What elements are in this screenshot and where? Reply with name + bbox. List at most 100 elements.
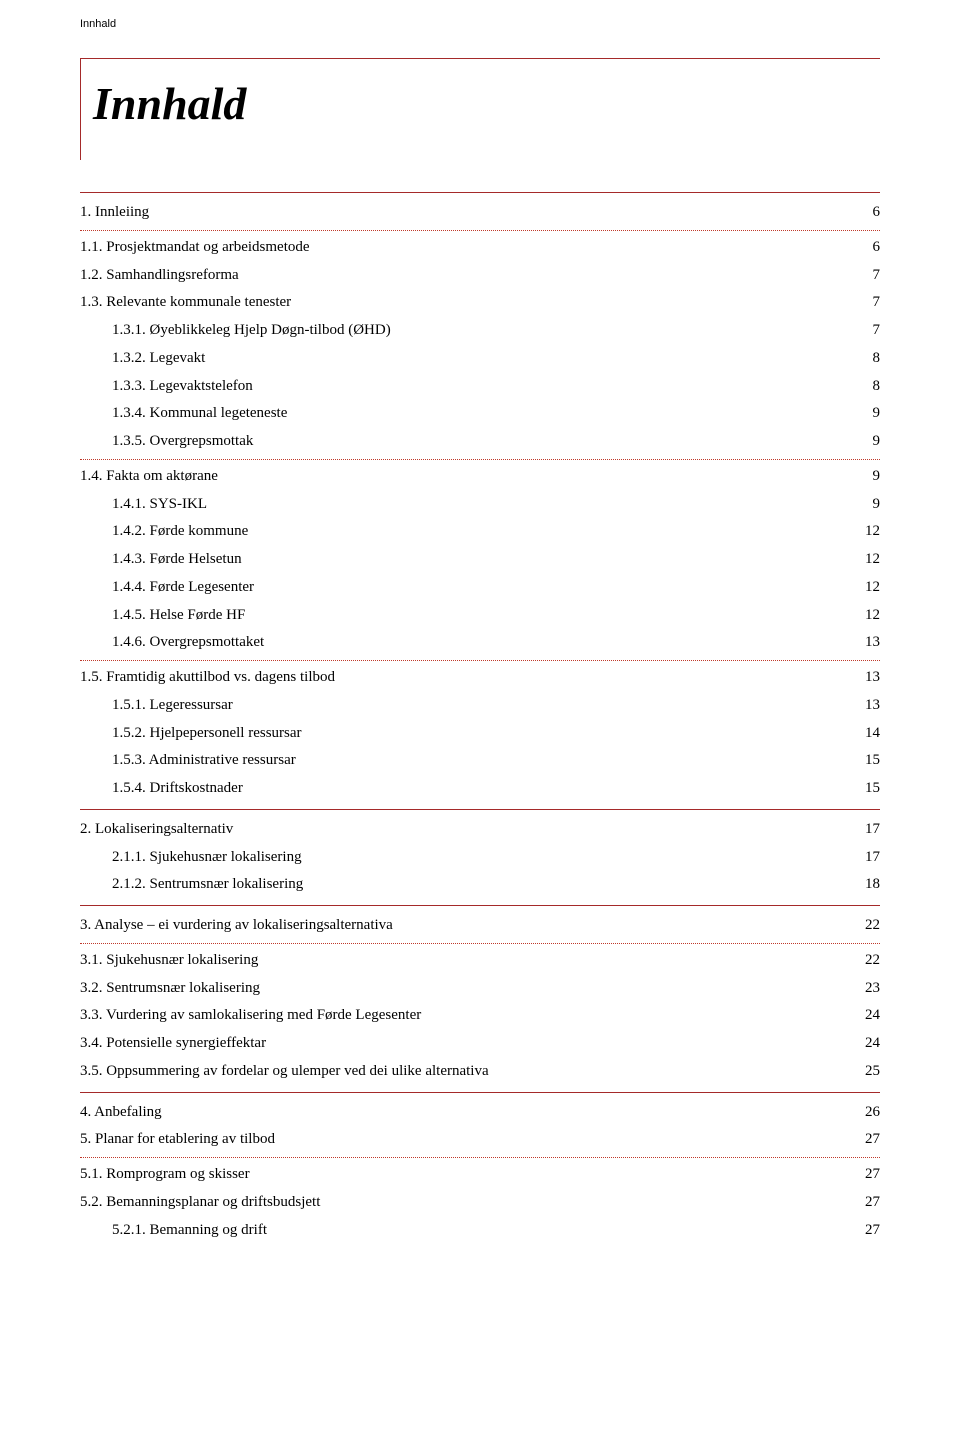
toc-entry-page: 23: [853, 975, 880, 1003]
toc-entry-page: 9: [861, 463, 881, 491]
toc-row: 1.4.4. Førde Legesenter12: [80, 574, 880, 602]
toc-row: 1.4.5. Helse Førde HF12: [80, 602, 880, 630]
toc-entry-page: 14: [853, 720, 880, 748]
divider-top: [80, 192, 880, 193]
toc-entry-label: 1.4.6. Overgrepsmottaket: [112, 629, 264, 657]
toc-row: 3.5. Oppsummering av fordelar og ulemper…: [80, 1058, 880, 1086]
divider-solid: [80, 905, 880, 906]
divider-dotted: [80, 943, 880, 944]
toc-row: 2.1.1. Sjukehusnær lokalisering 17: [80, 844, 880, 872]
toc-entry-page: 22: [853, 947, 880, 975]
toc-row: 1.3.1. Øyeblikkeleg Hjelp Døgn-tilbod (Ø…: [80, 317, 880, 345]
toc-row: 3. Analyse – ei vurdering av lokaliserin…: [80, 912, 880, 940]
toc-entry-page: 15: [853, 747, 880, 775]
toc-row: 1.5.3. Administrative ressursar 15: [80, 747, 880, 775]
toc-entry-page: 7: [861, 289, 881, 317]
toc-row: 1.4. Fakta om aktørane 9: [80, 463, 880, 491]
toc-row: 1.4.1. SYS-IKL9: [80, 491, 880, 519]
toc-entry-page: 27: [853, 1189, 880, 1217]
toc-entry-page: 25: [853, 1058, 880, 1086]
toc-row: 1.3. Relevante kommunale tenester7: [80, 289, 880, 317]
toc-entry-label: 1.5.3. Administrative ressursar: [112, 747, 296, 775]
toc-entry-label: 2. Lokaliseringsalternativ: [80, 816, 233, 844]
toc-row: 1.2. Samhandlingsreforma 7: [80, 262, 880, 290]
divider-dotted: [80, 1157, 880, 1158]
toc-row: 1.4.2. Førde kommune12: [80, 518, 880, 546]
toc-entry-page: 22: [853, 912, 880, 940]
toc-entry-label: 3.1. Sjukehusnær lokalisering: [80, 947, 258, 975]
page-title: Innhald: [93, 77, 880, 130]
divider-dotted: [80, 660, 880, 661]
title-box: Innhald: [80, 58, 880, 160]
toc-row: 1.1. Prosjektmandat og arbeidsmetode 6: [80, 234, 880, 262]
toc-entry-page: 26: [853, 1099, 880, 1127]
toc-entry-label: 1.5. Framtidig akuttilbod vs. dagens til…: [80, 664, 335, 692]
toc-entry-page: 8: [861, 373, 881, 401]
toc-entry-page: 9: [861, 400, 881, 428]
toc-entry-page: 13: [853, 692, 880, 720]
divider-dotted: [80, 230, 880, 231]
toc-entry-page: 8: [861, 345, 881, 373]
toc-entry-page: 9: [861, 491, 881, 519]
toc-entry-label: 1.4. Fakta om aktørane: [80, 463, 218, 491]
toc-entry-label: 2.1.1. Sjukehusnær lokalisering: [112, 844, 302, 872]
divider-solid: [80, 1092, 880, 1093]
toc-row: 3.4. Potensielle synergieffektar24: [80, 1030, 880, 1058]
toc-entry-label: 3.2. Sentrumsnær lokalisering: [80, 975, 260, 1003]
toc-entry-page: 15: [853, 775, 880, 803]
toc-entry-page: 27: [853, 1126, 880, 1154]
toc-row: 2.1.2. Sentrumsnær lokalisering 18: [80, 871, 880, 899]
toc-entry-label: 1.3.4. Kommunal legeteneste: [112, 400, 287, 428]
toc-row: 5.2.1. Bemanning og drift 27: [80, 1217, 880, 1245]
toc-entry-page: 13: [853, 629, 880, 657]
toc-entry-page: 17: [853, 844, 880, 872]
toc-row: 5.2. Bemanningsplanar og driftsbudsjett 2…: [80, 1189, 880, 1217]
toc-entry-page: 9: [861, 428, 881, 456]
toc-entry-label: 1.5.4. Driftskostnader: [112, 775, 243, 803]
toc-entry-label: 1.3.1. Øyeblikkeleg Hjelp Døgn-tilbod (Ø…: [112, 317, 391, 345]
toc-row: 1.5. Framtidig akuttilbod vs. dagens til…: [80, 664, 880, 692]
toc-entry-label: 1.1. Prosjektmandat og arbeidsmetode: [80, 234, 310, 262]
toc-entry-page: 12: [853, 546, 880, 574]
toc-entry-label: 3. Analyse – ei vurdering av lokaliserin…: [80, 912, 393, 940]
toc-entry-label: 1.4.4. Førde Legesenter: [112, 574, 254, 602]
toc-row: 1.5.4. Driftskostnader 15: [80, 775, 880, 803]
toc-entry-page: 7: [861, 262, 881, 290]
toc-row: 1. Innleiing6: [80, 199, 880, 227]
toc-entry-label: 3.3. Vurdering av samlokalisering med Fø…: [80, 1002, 421, 1030]
toc-entry-label: 3.5. Oppsummering av fordelar og ulemper…: [80, 1058, 489, 1086]
toc-row: 1.5.2. Hjelpepersonell ressursar 14: [80, 720, 880, 748]
toc-entry-page: 18: [853, 871, 880, 899]
toc-entry-label: 2.1.2. Sentrumsnær lokalisering: [112, 871, 303, 899]
toc-entry-page: 6: [861, 234, 881, 262]
toc-entry-label: 1.4.3. Førde Helsetun: [112, 546, 242, 574]
toc-row: 3.3. Vurdering av samlokalisering med Fø…: [80, 1002, 880, 1030]
page-header-label: Innhald: [80, 18, 880, 30]
toc-row: 1.3.5. Overgrepsmottak 9: [80, 428, 880, 456]
toc-entry-label: 1.5.2. Hjelpepersonell ressursar: [112, 720, 302, 748]
toc-row: 1.4.6. Overgrepsmottaket 13: [80, 629, 880, 657]
toc-row: 1.3.4. Kommunal legeteneste 9: [80, 400, 880, 428]
toc-entry-label: 3.4. Potensielle synergieffektar: [80, 1030, 266, 1058]
toc-entry-page: 12: [853, 602, 880, 630]
toc-row: 3.1. Sjukehusnær lokalisering 22: [80, 947, 880, 975]
toc-entry-label: 1.3.5. Overgrepsmottak: [112, 428, 253, 456]
table-of-contents: 1. Innleiing61.1. Prosjektmandat og arbe…: [80, 199, 880, 1244]
toc-entry-label: 1.3.2. Legevakt: [112, 345, 205, 373]
toc-entry-label: 1. Innleiing: [80, 199, 149, 227]
toc-entry-label: 5.2.1. Bemanning og drift: [112, 1217, 267, 1245]
toc-entry-label: 1.2. Samhandlingsreforma: [80, 262, 239, 290]
toc-entry-page: 13: [853, 664, 880, 692]
toc-entry-label: 1.5.1. Legeressursar: [112, 692, 233, 720]
toc-entry-label: 5.1. Romprogram og skisser: [80, 1161, 250, 1189]
toc-entry-page: 27: [853, 1217, 880, 1245]
toc-entry-label: 4. Anbefaling: [80, 1099, 162, 1127]
divider-solid: [80, 809, 880, 810]
toc-entry-label: 1.4.2. Førde kommune: [112, 518, 248, 546]
toc-row: 1.4.3. Førde Helsetun 12: [80, 546, 880, 574]
toc-row: 1.3.3. Legevaktstelefon8: [80, 373, 880, 401]
toc-entry-label: 5.2. Bemanningsplanar og driftsbudsjett: [80, 1189, 320, 1217]
toc-entry-page: 7: [861, 317, 881, 345]
toc-entry-label: 5. Planar for etablering av tilbod: [80, 1126, 275, 1154]
toc-row: 1.5.1. Legeressursar 13: [80, 692, 880, 720]
